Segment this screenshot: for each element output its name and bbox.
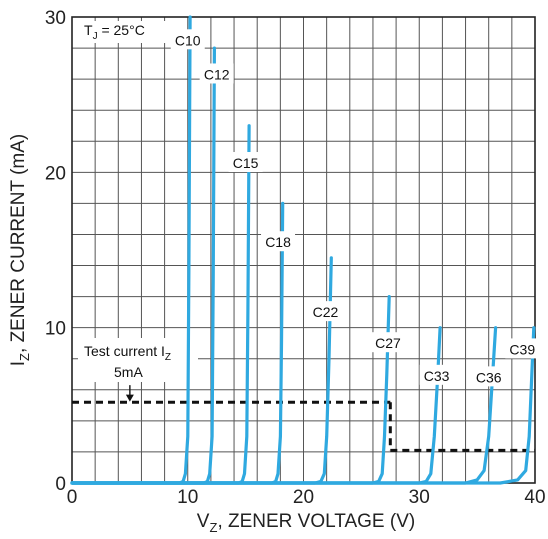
series-label-c18: C18 [265, 234, 291, 250]
series-label-c39: C39 [509, 341, 535, 357]
y-tick-label: 30 [45, 8, 66, 29]
series-label-c27: C27 [375, 335, 401, 351]
series-label-bg [228, 152, 263, 173]
y-axis-label: IZ, ZENER CURRENT (mA) [8, 134, 32, 366]
series-label-bg [370, 332, 405, 353]
test-current-arrow-head [125, 394, 134, 402]
x-tick-label: 20 [293, 487, 314, 508]
series-label-c15: C15 [233, 155, 259, 171]
test-current-label-bg [78, 338, 198, 382]
test-current-line [72, 385, 535, 452]
series-labels: C10 C12 C15 C18 C22 C27 C33 C36 C39 [170, 29, 540, 387]
series-label-c12: C12 [204, 66, 230, 82]
y-tick-label: 10 [45, 319, 66, 340]
series-label-c22: C22 [313, 304, 339, 320]
series-label-c33: C33 [424, 368, 450, 384]
y-tick-label: 0 [55, 474, 66, 495]
grid [72, 17, 535, 483]
series-curve-c15 [70, 124, 251, 485]
y-tick-label: 20 [45, 163, 66, 184]
series-label-bg [308, 301, 343, 322]
tick-labels: 0 10 20 30 40 0 10 20 30 [45, 8, 546, 508]
x-axis-label: VZ, ZENER VOLTAGE (V) [197, 511, 415, 535]
temperature-annotation-bg [76, 21, 168, 43]
test-current-label: Test current IZ [84, 343, 171, 363]
x-tick-label: 10 [177, 487, 198, 508]
series-label-bg [471, 366, 506, 387]
series-label-c10: C10 [175, 32, 201, 48]
series-label-bg [419, 364, 454, 385]
series-curve-c39 [70, 326, 536, 485]
x-tick-label: 30 [409, 487, 430, 508]
series-label-bg [199, 63, 234, 84]
series-label-c36: C36 [476, 369, 502, 385]
test-current-value: 5mA [114, 364, 143, 380]
x-tick-label: 40 [524, 487, 545, 508]
temperature-annotation: TJ = 25°C [84, 22, 145, 42]
series-label-bg [170, 29, 205, 50]
series-label-bg [261, 231, 296, 252]
x-tick-label: 0 [67, 487, 78, 508]
series-label-bg [505, 338, 540, 359]
series-curve-c10 [70, 15, 192, 485]
